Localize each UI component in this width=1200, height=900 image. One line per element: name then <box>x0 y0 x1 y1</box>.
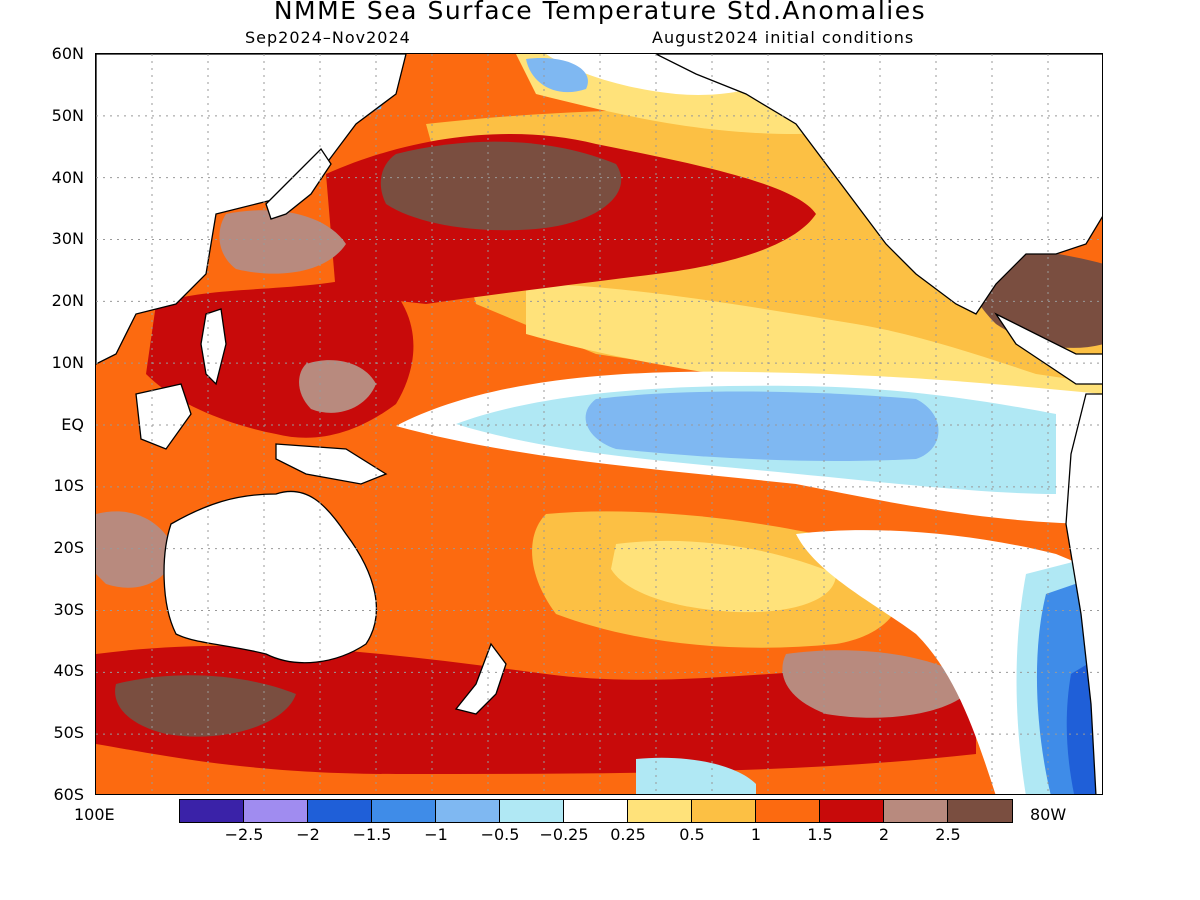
colorbar-label: 2 <box>878 825 890 844</box>
lat-label-30n: 30N <box>51 229 84 248</box>
anomaly-kuroshio-brown2 <box>219 210 346 274</box>
colorbar-label: 1 <box>750 825 762 844</box>
land-australia <box>163 490 378 664</box>
anomaly-kuroshio-brown <box>380 141 622 231</box>
anomaly-south-central-yellow2 <box>611 540 836 613</box>
forecast-period: Sep2024–Nov2024 <box>245 28 411 47</box>
lat-label-60s: 60S <box>53 785 84 804</box>
colorbar-swatch <box>564 800 628 822</box>
initial-conditions: August2024 initial conditions <box>652 28 915 47</box>
lat-label-30s: 30S <box>53 600 84 619</box>
land-new-zealand <box>454 642 507 715</box>
colorbar-swatch <box>948 800 1012 822</box>
colorbar-label: 2.5 <box>935 825 961 844</box>
anomaly-australia-brown <box>96 511 176 588</box>
colorbar-label: −0.25 <box>539 825 589 844</box>
anomaly-south-brown-belt2 <box>782 650 976 718</box>
anomaly-cold-tongue-blue <box>585 391 939 461</box>
lat-label-20n: 20N <box>51 291 84 310</box>
map-canvas <box>96 54 1102 794</box>
colorbar-swatch <box>884 800 948 822</box>
land-asia <box>96 54 407 365</box>
colorbar-swatch <box>756 800 820 822</box>
land-japan <box>265 147 332 220</box>
anomaly-south-red-belt <box>96 645 976 774</box>
lon-label-east: 80W <box>1030 805 1067 824</box>
anomaly-south-lightblue <box>636 757 756 794</box>
colorbar-label: 1.5 <box>807 825 833 844</box>
lat-label-40n: 40N <box>51 168 84 187</box>
map-title: NMME Sea Surface Temperature Std.Anomali… <box>273 0 927 25</box>
landmasses <box>96 54 1102 794</box>
lat-label-50n: 50N <box>51 106 84 125</box>
grid-lines <box>96 54 1102 794</box>
colorbar-label: −1 <box>424 825 448 844</box>
colorbar-swatch <box>244 800 308 822</box>
colorbar-label: −2.5 <box>224 825 264 844</box>
lat-label-10n: 10N <box>51 353 84 372</box>
land-borneo <box>135 383 192 450</box>
lat-label-eq: EQ <box>61 415 84 434</box>
colorbar <box>179 799 1013 823</box>
colorbar-swatch <box>372 800 436 822</box>
colorbar-swatch <box>180 800 244 822</box>
land-north-america <box>655 54 1102 315</box>
lat-label-50s: 50S <box>53 723 84 742</box>
colorbar-label: −2 <box>296 825 320 844</box>
colorbar-label: 0.25 <box>610 825 646 844</box>
anomaly-warm-pool-brown <box>299 360 376 413</box>
colorbar-label: 0.5 <box>679 825 705 844</box>
land-central-america <box>994 312 1102 385</box>
lat-label-40s: 40S <box>53 661 84 680</box>
land-new-guinea <box>275 443 388 485</box>
colorbar-swatch <box>436 800 500 822</box>
anomaly-south-brown-belt <box>115 675 296 737</box>
colorbar-swatch <box>692 800 756 822</box>
anomaly-band-alaska-blue <box>526 58 588 93</box>
colorbar-swatch <box>628 800 692 822</box>
lat-label-60n: 60N <box>51 44 84 63</box>
colorbar-swatch <box>820 800 884 822</box>
land-philippines <box>200 308 227 386</box>
anomaly-band-ne-yellow <box>526 284 1102 404</box>
colorbar-label: −1.5 <box>352 825 392 844</box>
colorbar-swatch <box>308 800 372 822</box>
colorbar-label: −0.5 <box>480 825 520 844</box>
colorbar-swatch <box>500 800 564 822</box>
sst-anomaly-map <box>95 53 1103 795</box>
lon-label-west: 100E <box>74 805 115 824</box>
lat-label-10s: 10S <box>53 476 84 495</box>
land-south-america <box>1065 393 1102 794</box>
lat-label-20s: 20S <box>53 538 84 557</box>
